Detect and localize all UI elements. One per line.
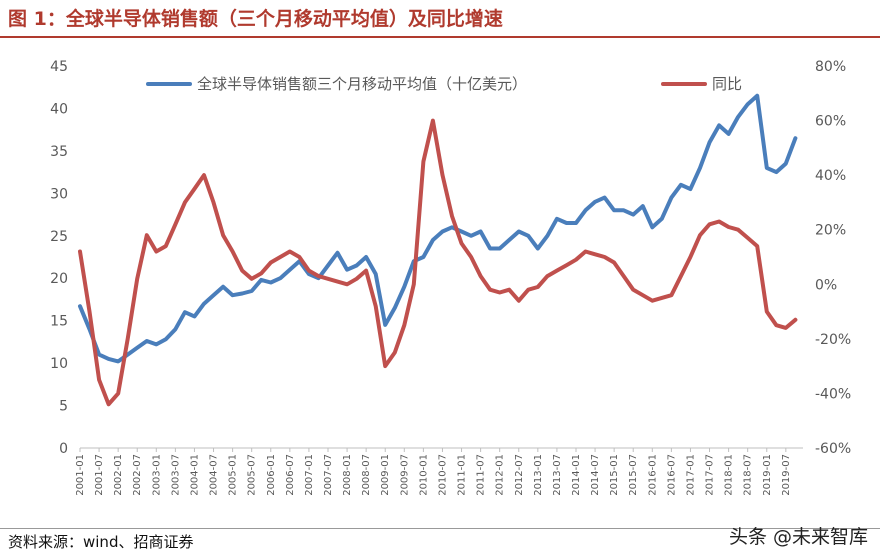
x-tick-label: 2011-07	[476, 454, 487, 496]
x-tick-label: 2005-01	[228, 454, 239, 496]
x-tick-label: 2010-01	[418, 454, 429, 496]
x-tick-label: 2002-07	[132, 454, 143, 496]
x-tick-label: 2013-07	[552, 454, 563, 496]
line-chart: 0 5 10 15 20 25 30 35 40 45 -60% -40% -20% 0% 20% 40% 60…	[50, 59, 851, 496]
x-tick-label: 2001-01	[75, 454, 86, 496]
x-tick-label: 2003-01	[151, 454, 162, 496]
x-tick-label: 2008-01	[342, 454, 353, 496]
sales-series-line	[78, 93, 798, 364]
x-tick-label: 2007-01	[304, 454, 315, 496]
x-tick-label: 2009-01	[380, 454, 391, 496]
title-rule	[0, 36, 880, 38]
y-left-tick-label: 10	[50, 356, 68, 372]
y-left-tick-label: 40	[50, 101, 68, 117]
y-right-tick-label: 80%	[815, 59, 846, 75]
x-tick-label: 2013-01	[533, 454, 544, 496]
x-tick-label: 2002-01	[113, 454, 124, 496]
y-right-tick-label: -60%	[815, 441, 851, 457]
x-tick-label: 2019-07	[781, 454, 792, 496]
x-tick-label: 2006-07	[285, 454, 296, 496]
y-left-tick-label: 0	[59, 441, 68, 457]
x-tick-label: 2017-01	[685, 454, 696, 496]
y-right-tick-label: 0%	[815, 277, 837, 293]
x-tick-label: 2007-07	[323, 454, 334, 496]
x-tick-label: 2015-07	[628, 454, 639, 496]
y-left-tick-label: 5	[59, 399, 68, 415]
yoy-legend-label: 同比	[712, 75, 742, 93]
x-tick-label: 2012-07	[514, 454, 525, 496]
x-tick-label: 2003-07	[170, 454, 181, 496]
x-tick-label: 2018-01	[724, 454, 735, 496]
y-right-tick-label: 20%	[815, 223, 846, 239]
x-tick-label: 2018-07	[743, 454, 754, 496]
x-tick-label: 2012-01	[495, 454, 506, 496]
x-tick-label: 2019-01	[762, 454, 773, 496]
x-tick-label: 2005-07	[247, 454, 258, 496]
y-right-tick-label: -40%	[815, 386, 851, 402]
y-left-tick-label: 45	[50, 59, 68, 75]
y-left-tick-label: 15	[50, 314, 68, 330]
x-tick-label: 2004-01	[189, 454, 200, 496]
x-tick-label: 2009-07	[399, 454, 410, 496]
x-tick-label: 2011-01	[457, 454, 468, 496]
x-tick-label: 2004-07	[209, 454, 220, 496]
source-note: 资料来源：wind、招商证券	[8, 533, 194, 551]
watermark: 头条 @未来智库	[728, 526, 868, 548]
y-right-tick-label: 60%	[815, 114, 846, 130]
x-tick-label: 2001-07	[94, 454, 105, 496]
y-left-tick-label: 20	[50, 271, 68, 287]
y-left-tick-label: 35	[50, 144, 68, 160]
x-tick-label: 2006-01	[266, 454, 277, 496]
yoy-series-line	[78, 118, 798, 407]
x-tick-label: 2010-07	[437, 454, 448, 496]
y-left-tick-label: 30	[50, 186, 68, 202]
x-tick-label: 2014-07	[590, 454, 601, 496]
x-tick-label: 2008-07	[361, 454, 372, 496]
y-left-tick-label: 25	[50, 229, 68, 245]
footer-rule	[0, 528, 880, 529]
x-tick-label: 2016-07	[666, 454, 677, 496]
x-tick-label: 2016-01	[647, 454, 658, 496]
figure-title: 图 1：全球半导体销售额（三个月移动平均值）及同比增速	[8, 8, 503, 30]
y-right-tick-label: -20%	[815, 332, 851, 348]
x-tick-label: 2017-07	[705, 454, 716, 496]
sales-legend-label: 全球半导体销售额三个月移动平均值（十亿美元）	[197, 75, 527, 93]
x-tick-label: 2015-01	[609, 454, 620, 496]
x-tick-label: 2014-01	[571, 454, 582, 496]
y-right-tick-label: 40%	[815, 168, 846, 184]
